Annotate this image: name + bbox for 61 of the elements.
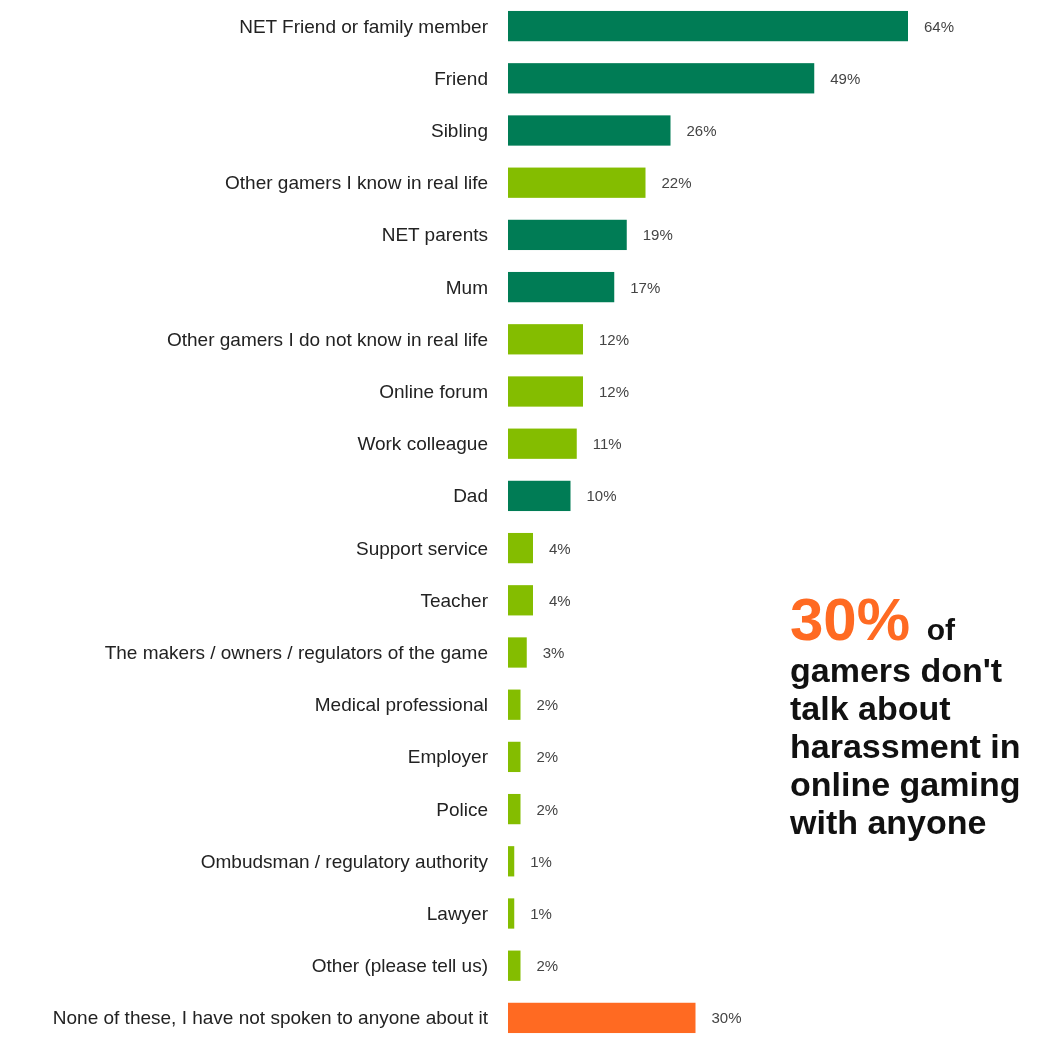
y-tick-label: Employer [407, 746, 489, 768]
bar [508, 793, 521, 825]
bar [508, 689, 521, 720]
bar [508, 846, 515, 877]
bar [508, 376, 583, 407]
y-tick-label: Friend [434, 67, 488, 89]
data-label: 22% [661, 174, 692, 192]
y-tick-label: Work colleague [357, 433, 488, 455]
data-label: 30% [711, 1009, 742, 1027]
data-label: 4% [549, 539, 571, 557]
data-label: 12% [599, 330, 630, 348]
bar [508, 63, 815, 94]
bar [508, 585, 533, 616]
y-tick-label: Teacher [420, 589, 489, 611]
data-label: 12% [599, 383, 630, 400]
y-tick-label: Online forum [379, 381, 488, 402]
bar [508, 741, 521, 773]
y-tick-label: The makers / owners / regulators of the game [104, 642, 488, 663]
annotation: 30% of gamers don't talk about harassment in online gaming with anyone [789, 586, 1030, 841]
data-label: 4% [549, 591, 571, 609]
y-tick-label: Other gamers I do not know in real life [166, 328, 488, 350]
bar [508, 167, 646, 198]
y-tick-label: Sibling [430, 120, 488, 141]
bar [508, 950, 521, 981]
y-tick-label: Police [436, 798, 488, 820]
bar [508, 219, 627, 251]
data-label: 10% [586, 487, 617, 505]
bar [508, 532, 533, 564]
bar [508, 10, 908, 42]
y-tick-label: Support service [355, 537, 488, 559]
y-tick-label: Other gamers I know in real life [225, 172, 488, 194]
y-tick-label: Mum [445, 276, 488, 298]
y-tick-label: Medical professional [314, 694, 488, 716]
bar [508, 428, 577, 459]
data-label: 26% [686, 122, 717, 139]
data-label: 17% [630, 278, 661, 296]
y-tick-label: Dad [453, 485, 488, 507]
data-label: 2% [536, 800, 559, 818]
bar [508, 637, 527, 668]
bar [508, 1002, 696, 1034]
data-label: 1% [530, 905, 552, 922]
bar [508, 480, 571, 512]
data-label: 3% [542, 644, 565, 661]
data-label: 2% [536, 957, 559, 975]
y-tick-label: NET Friend or family member [239, 15, 489, 37]
y-tick-label: Other (please tell us) [311, 955, 488, 977]
data-label: 2% [536, 748, 559, 766]
bar [508, 115, 671, 146]
bar [508, 271, 615, 303]
data-label: 49% [830, 69, 861, 87]
y-tick-label: Lawyer [426, 903, 489, 924]
y-tick-label: NET parents [381, 224, 488, 246]
y-tick-label: None of these, I have not spoken to anyone about it [52, 1007, 489, 1029]
data-label: 1% [530, 852, 552, 870]
data-label: 19% [642, 226, 673, 244]
data-label: 64% [924, 17, 955, 35]
data-label: 11% [592, 435, 622, 453]
y-tick-label: Ombudsman / regulatory authority [200, 850, 489, 872]
data-label: 2% [536, 696, 559, 714]
bar [508, 898, 515, 929]
bar [508, 324, 583, 355]
